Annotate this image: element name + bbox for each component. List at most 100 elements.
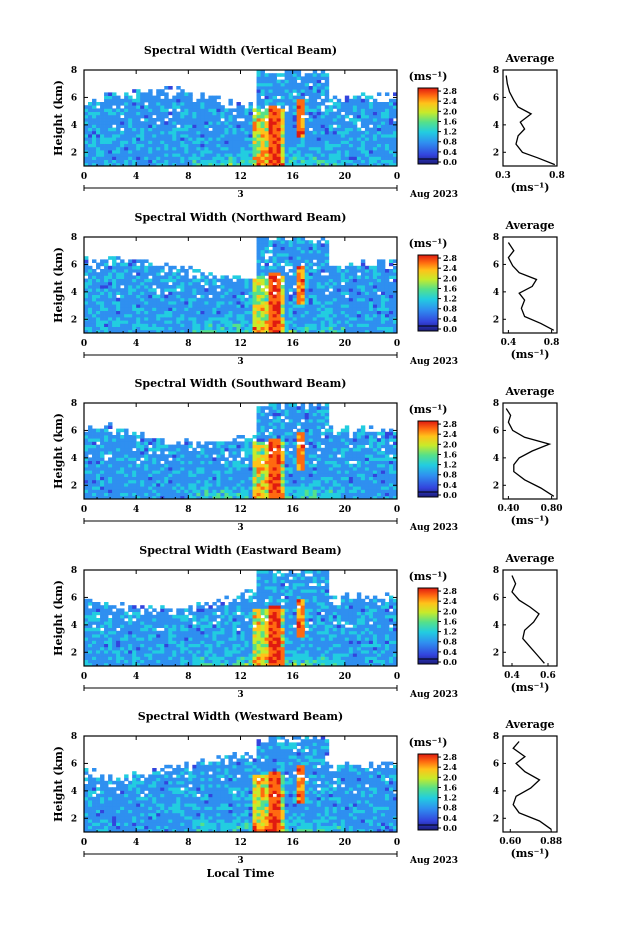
heatmap-cell — [112, 457, 117, 461]
heatmap-cell — [240, 156, 245, 160]
heatmap-cell — [336, 108, 342, 112]
heatmap-cell — [88, 441, 93, 445]
heatmap-cell — [164, 317, 169, 321]
heatmap-cell — [88, 476, 93, 481]
heatmap-cell — [144, 317, 149, 321]
heatmap-cell — [128, 159, 133, 164]
heatmap-cell — [312, 285, 318, 289]
heatmap-cell — [332, 281, 338, 286]
heatmap-cell — [136, 297, 141, 302]
heatmap-cell — [284, 256, 290, 260]
heatmap-cell — [132, 137, 137, 141]
heatmap-cell — [248, 492, 253, 497]
heatmap-cell — [348, 269, 354, 273]
heatmap-cell — [376, 118, 382, 122]
heatmap-cell — [372, 278, 378, 283]
heatmap-cell — [308, 313, 314, 318]
heatmap-cell — [112, 438, 117, 442]
heatmap-cell — [116, 137, 121, 141]
heatmap-cell — [208, 98, 213, 103]
heatmap-cell — [168, 162, 173, 167]
heatmap-cell — [156, 495, 161, 500]
heatmap-cell — [268, 310, 273, 315]
heatmap-cell — [100, 146, 105, 151]
heatmap-cell — [88, 102, 93, 106]
heatmap-cell — [180, 114, 185, 119]
heatmap-cell — [256, 272, 261, 276]
heatmap-cell — [132, 285, 137, 289]
heatmap-cell — [212, 98, 217, 103]
x-tick-label: 20 — [339, 339, 352, 349]
heatmap-cell — [156, 457, 161, 461]
heatmap-cell — [136, 98, 141, 103]
heatmap-cell — [288, 73, 294, 77]
heatmap-cell — [352, 307, 358, 311]
heatmap-cell — [124, 105, 129, 109]
heatmap-cell — [200, 95, 205, 100]
heatmap-cell — [280, 73, 286, 77]
heatmap-cell — [268, 495, 273, 500]
heatmap-cell — [144, 486, 149, 490]
heatmap-cell — [212, 118, 217, 122]
heatmap-cell — [156, 326, 161, 331]
heatmap-cell — [108, 156, 113, 160]
heatmap-cell — [288, 111, 294, 116]
colorbar — [417, 254, 439, 332]
heatmap-cell — [356, 326, 362, 331]
heatmap-cell — [248, 470, 253, 474]
heatmap-cell — [92, 310, 97, 315]
heatmap-cell — [260, 313, 265, 318]
heatmap-cell — [112, 272, 117, 276]
heatmap-cell — [200, 495, 205, 500]
heatmap-cell — [336, 275, 342, 279]
heatmap-cell — [244, 285, 249, 289]
heatmap-cell — [308, 473, 314, 477]
heatmap-cell — [248, 447, 253, 452]
heatmap-cell — [136, 146, 141, 151]
heatmap-cell — [92, 486, 97, 490]
heatmap-cell — [392, 159, 398, 164]
heatmap-cell — [276, 454, 282, 458]
heatmap-cell — [304, 246, 310, 251]
heatmap-cell — [296, 412, 302, 417]
heatmap-cell — [260, 470, 265, 474]
heatmap-cell — [216, 143, 221, 148]
heatmap-cell — [372, 269, 378, 273]
heatmap-cell — [124, 102, 129, 106]
heatmap-cell — [308, 489, 314, 493]
heatmap-cell — [316, 473, 322, 477]
heatmap-cell — [116, 435, 121, 439]
heatmap-cell — [104, 156, 109, 160]
heatmap-cell — [304, 118, 310, 122]
heatmap-cell — [148, 102, 153, 106]
heatmap-cell — [88, 313, 93, 318]
heatmap-cell — [300, 326, 306, 331]
heatmap-cell — [256, 246, 261, 251]
heatmap-cell — [332, 95, 338, 100]
heatmap-cell — [120, 304, 125, 308]
heatmap-cell — [228, 111, 233, 116]
average-y-tick-label: 2 — [493, 315, 499, 325]
heatmap-cell — [84, 118, 89, 122]
heatmap-cell — [216, 323, 221, 327]
heatmap-cell — [212, 156, 217, 160]
heatmap-cell — [188, 108, 193, 112]
heatmap-cell — [320, 301, 326, 305]
heatmap-cell — [224, 301, 229, 305]
heatmap-cell — [180, 495, 185, 500]
heatmap-cell — [136, 483, 141, 487]
heatmap-cell — [272, 240, 278, 244]
heatmap-cell — [356, 269, 362, 273]
heatmap-cell — [196, 150, 201, 154]
heatmap-cell — [164, 473, 169, 477]
heatmap-cell — [100, 457, 105, 461]
heatmap-cell — [92, 467, 97, 471]
heatmap-cell — [372, 317, 378, 321]
heatmap-cell — [264, 326, 269, 331]
heatmap-cell — [236, 313, 241, 318]
heatmap-cell — [144, 489, 149, 493]
heatmap-cell — [168, 304, 173, 308]
heatmap-cell — [92, 489, 97, 493]
heatmap-cell — [300, 435, 306, 439]
heatmap-cell — [176, 457, 181, 461]
